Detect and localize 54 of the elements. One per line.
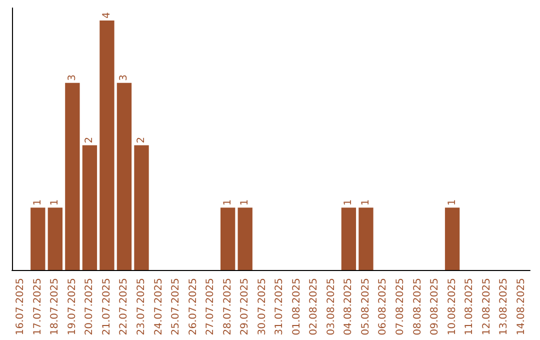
x-tick-label: 06.08.2025 bbox=[378, 278, 389, 336]
x-tick-label: 01.08.2025 bbox=[291, 278, 302, 336]
x-tick-label: 25.07.2025 bbox=[170, 278, 182, 336]
x-tick-label: 09.08.2025 bbox=[430, 278, 441, 336]
x-tick-label: 10.08.2025 bbox=[446, 278, 458, 336]
x-tick-label: 20.07.2025 bbox=[84, 278, 96, 336]
x-tick-label: 05.08.2025 bbox=[360, 278, 372, 336]
x-tick-label: 14.08.2025 bbox=[516, 278, 527, 336]
bar bbox=[100, 20, 114, 270]
x-tick-label: 11.08.2025 bbox=[464, 278, 476, 336]
x-tick-label: 23.07.2025 bbox=[136, 278, 147, 336]
x-tick-label: 08.08.2025 bbox=[412, 278, 424, 336]
bar bbox=[358, 208, 374, 270]
x-tick-label: 31.07.2025 bbox=[274, 278, 286, 336]
bar bbox=[82, 145, 98, 270]
x-tick-label: 26.07.2025 bbox=[188, 278, 199, 336]
bar bbox=[444, 208, 460, 270]
x-tick-label: 30.07.2025 bbox=[256, 278, 268, 336]
data-label: 1 bbox=[50, 199, 61, 206]
bar bbox=[134, 145, 149, 270]
data-label: 3 bbox=[66, 74, 78, 81]
x-tick-label: 29.07.2025 bbox=[240, 278, 251, 336]
data-label: 1 bbox=[360, 199, 372, 206]
x-tick-label: 04.08.2025 bbox=[343, 278, 354, 336]
x-tick-label: 22.07.2025 bbox=[118, 278, 130, 336]
x-tick-label: 27.07.2025 bbox=[205, 278, 216, 336]
data-label: 4 bbox=[101, 12, 112, 18]
bar bbox=[30, 208, 46, 270]
x-tick-label: 18.07.2025 bbox=[50, 278, 61, 336]
x-tick-label: 12.08.2025 bbox=[481, 278, 492, 336]
data-label: 2 bbox=[84, 136, 96, 144]
x-tick-label: 19.07.2025 bbox=[66, 278, 78, 336]
data-label: 1 bbox=[222, 199, 234, 206]
data-label: 1 bbox=[446, 199, 458, 206]
bar bbox=[220, 208, 236, 270]
bar bbox=[65, 82, 80, 270]
x-tick-label: 02.08.2025 bbox=[308, 278, 320, 336]
bar bbox=[341, 208, 356, 270]
bar bbox=[116, 82, 132, 270]
bar bbox=[48, 208, 63, 270]
data-label: 3 bbox=[118, 74, 130, 81]
data-label: 1 bbox=[32, 199, 44, 206]
data-label: 2 bbox=[136, 136, 147, 144]
x-tick-label: 21.07.2025 bbox=[101, 278, 112, 336]
x-tick-label: 16.07.2025 bbox=[15, 278, 26, 336]
x-tick-label: 07.08.2025 bbox=[395, 278, 406, 336]
x-tick-label: 28.07.2025 bbox=[222, 278, 234, 336]
x-tick-label: 24.07.2025 bbox=[153, 278, 164, 336]
data-label: 1 bbox=[240, 199, 251, 206]
x-tick-label: 03.08.2025 bbox=[326, 278, 337, 336]
x-tick-label: 13.08.2025 bbox=[498, 278, 510, 336]
data-label: 1 bbox=[343, 199, 354, 206]
x-tick-label: 17.07.2025 bbox=[32, 278, 44, 336]
bar bbox=[238, 208, 252, 270]
